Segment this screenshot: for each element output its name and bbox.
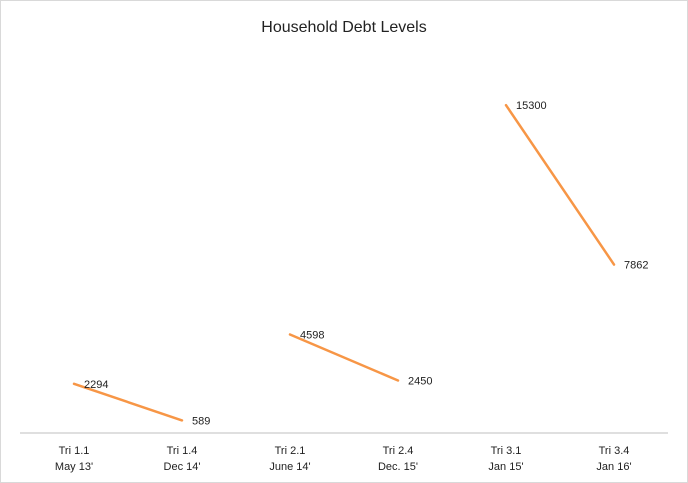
x-tick-label: Tri 1.4 xyxy=(167,445,198,457)
x-tick-sublabel: Jan 15' xyxy=(488,461,523,473)
data-labels-layer: 2294 589 4598 2450 15300 7862 xyxy=(84,100,648,427)
series-segment-3 xyxy=(504,103,616,266)
x-tick-sublabel: May 13' xyxy=(55,461,93,473)
x-tick-sublabel: Jan 16' xyxy=(596,461,631,473)
x-tick-sublabel: June 14' xyxy=(269,461,310,473)
x-tick-label: Tri 2.4 xyxy=(383,445,414,457)
data-label: 589 xyxy=(192,415,210,427)
x-tick-label: Tri 2.1 xyxy=(275,445,306,457)
data-label: 2294 xyxy=(84,379,108,391)
data-label: 15300 xyxy=(516,100,547,112)
data-label: 2450 xyxy=(408,376,432,388)
data-label: 7862 xyxy=(624,260,648,272)
data-label: 4598 xyxy=(300,329,324,341)
x-tick-sublabel: Dec. 15' xyxy=(378,461,418,473)
x-tick-label: Tri 3.1 xyxy=(491,445,522,457)
x-tick-sublabel: Dec 14' xyxy=(164,461,201,473)
chart-title: Household Debt Levels xyxy=(261,19,426,36)
x-tick-label: Tri 1.1 xyxy=(59,445,90,457)
series-segment-2 xyxy=(288,333,400,382)
x-tick-label: Tri 3.4 xyxy=(599,445,630,457)
series-layer xyxy=(72,103,616,422)
series-segment-1 xyxy=(72,382,184,422)
x-tick-labels: Tri 1.1 May 13' Tri 1.4 Dec 14' Tri 2.1 June … xyxy=(55,445,632,473)
